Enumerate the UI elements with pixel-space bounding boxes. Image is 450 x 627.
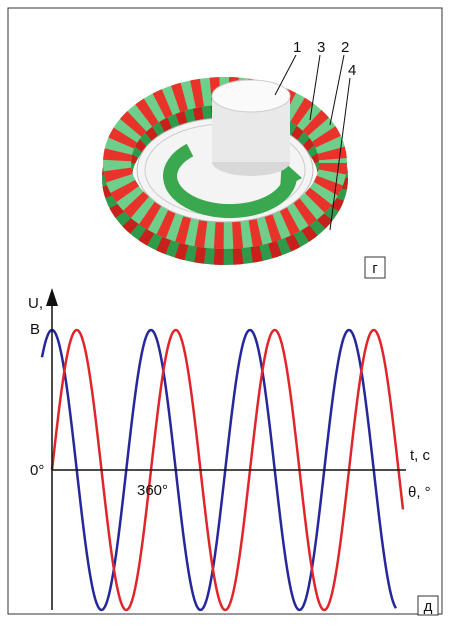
leader-lines bbox=[274, 54, 351, 231]
ring-top-stripes bbox=[103, 77, 347, 249]
panel-box-d bbox=[417, 595, 439, 616]
y-axis-label: U, bbox=[28, 295, 43, 312]
y-axis-unit: В bbox=[30, 321, 40, 338]
rotation-arrow bbox=[163, 143, 298, 219]
x-axis-label-2: θ, ° bbox=[408, 484, 431, 501]
panel-label-d: д bbox=[424, 598, 433, 615]
origin-label: 0° bbox=[30, 462, 44, 479]
panel-box-g bbox=[364, 256, 386, 279]
cylinder-top bbox=[211, 79, 291, 113]
label-4: 4 bbox=[348, 62, 356, 79]
blue-curve bbox=[40, 328, 398, 612]
label-3: 3 bbox=[317, 39, 325, 56]
frame bbox=[7, 7, 443, 615]
panel-label-g: г bbox=[372, 260, 378, 277]
red-curve bbox=[50, 328, 405, 612]
plot: U, В 0° 360° t, c θ, ° bbox=[28, 288, 431, 612]
ring-illustration: 1 3 2 4 bbox=[102, 39, 356, 265]
y-axis-arrow bbox=[46, 288, 58, 306]
label-1: 1 bbox=[293, 39, 301, 56]
x-axis-label: t, c bbox=[410, 447, 431, 464]
label-2: 2 bbox=[341, 39, 349, 56]
tick-label: 360° bbox=[137, 482, 168, 499]
